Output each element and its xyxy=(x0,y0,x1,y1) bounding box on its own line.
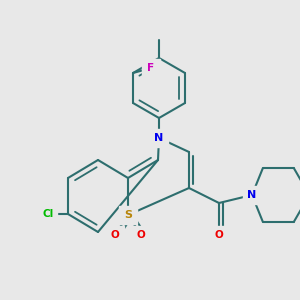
Text: O: O xyxy=(136,230,146,240)
Text: O: O xyxy=(214,230,224,240)
Text: N: N xyxy=(154,133,164,143)
Text: S: S xyxy=(124,210,132,220)
Text: Cl: Cl xyxy=(42,209,54,219)
Text: N: N xyxy=(248,190,256,200)
Text: F: F xyxy=(148,63,154,73)
Text: O: O xyxy=(111,230,119,240)
